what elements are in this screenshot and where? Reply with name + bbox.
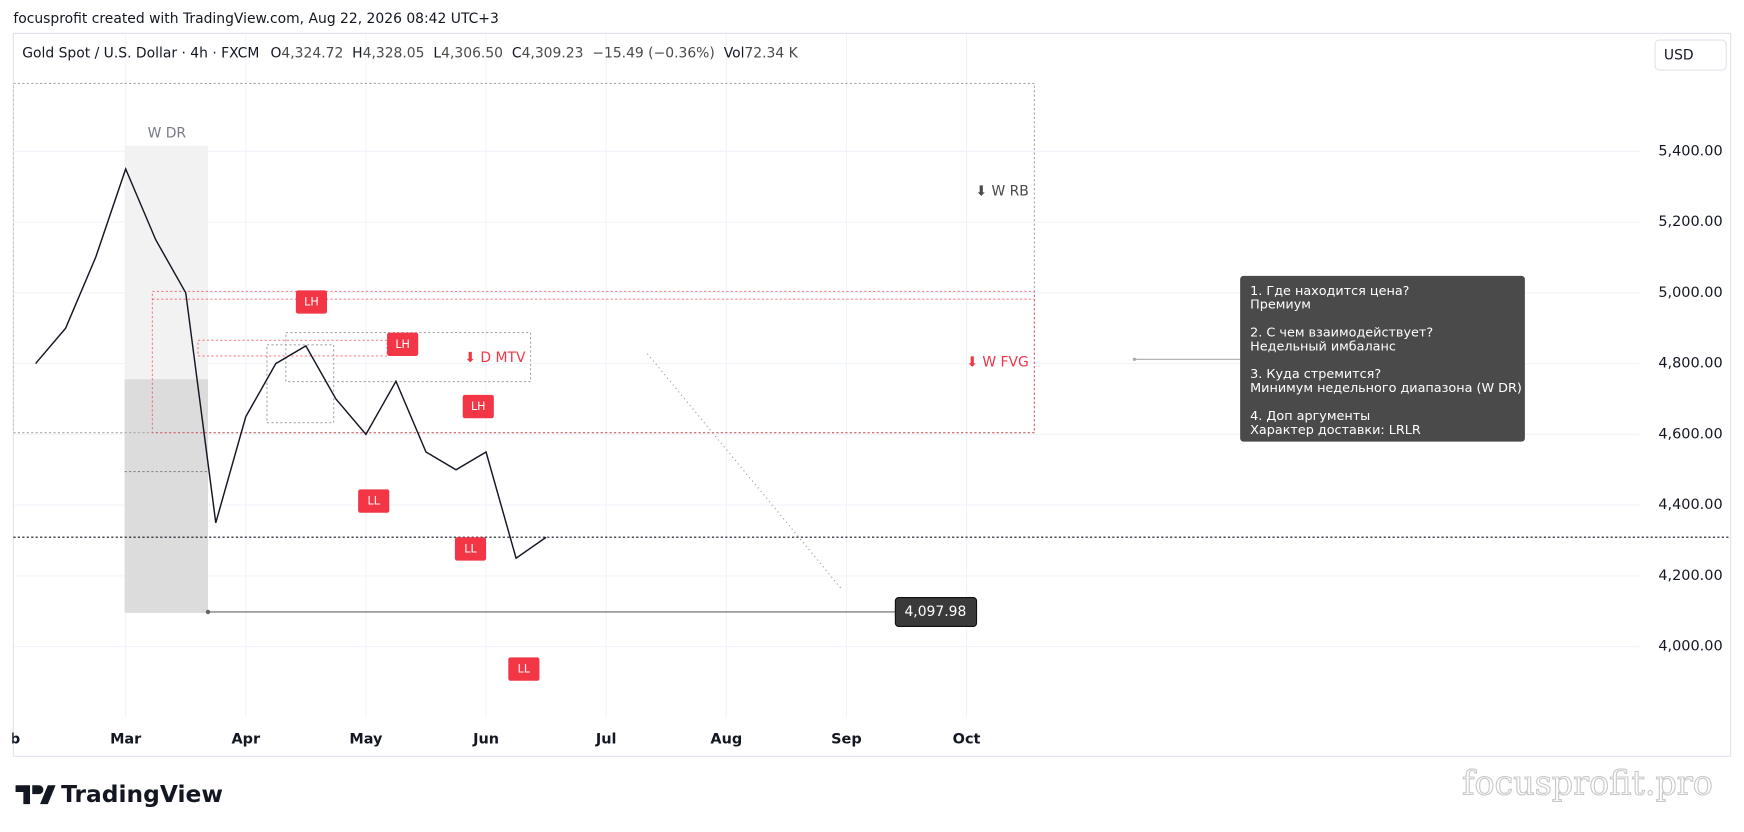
- x-tick-label: Mar: [110, 732, 142, 748]
- x-tick-label: Jun: [472, 732, 499, 748]
- y-tick-label: 5,400.00: [1658, 143, 1722, 159]
- ll-tag: LL: [464, 542, 477, 555]
- level-anchor: [205, 609, 211, 615]
- logo-text: TradingView: [61, 780, 223, 808]
- w-fvg-zone: [151, 290, 1035, 434]
- x-tick-label: Jul: [595, 732, 617, 748]
- legend: Gold Spot / U.S. Dollar · 4h · FXCM O4,32…: [22, 45, 798, 61]
- currency: USD: [1664, 48, 1694, 64]
- x-tick-label: Apr: [231, 732, 261, 748]
- ll-tag: LL: [368, 495, 381, 508]
- y-tick-label: 4,400.00: [1658, 497, 1722, 513]
- y-tick-label: 5,000.00: [1658, 285, 1722, 301]
- ll-tag: LL: [518, 663, 531, 676]
- tooltip-question: 2. С чем взаимодействует?: [1250, 325, 1433, 340]
- d-mtv-label: ⬇ D MTV: [464, 350, 526, 366]
- ohlc-label: C: [512, 45, 522, 61]
- tooltip-box: [1240, 275, 1525, 442]
- tooltip-answer: Характер доставки: LRLR: [1250, 423, 1421, 438]
- y-tick-label: 4,800.00: [1658, 356, 1722, 372]
- price-line: [35, 166, 547, 560]
- ohlc-value: 4,306.50: [441, 45, 503, 61]
- lh-tag: LH: [471, 400, 486, 413]
- ohlc-label: O: [270, 45, 281, 61]
- w-dr-lower-zone: [124, 379, 208, 613]
- overlay: 4,000.00 4,200.00 4,400.00 4,600.00 4,800.00…: [0, 45, 1731, 808]
- header-title: focusprofit created with TradingView.com…: [13, 11, 498, 27]
- y-tick-label: 4,600.00: [1658, 426, 1722, 442]
- tooltip-anchor: [1132, 357, 1137, 361]
- lh-tag-box: [387, 332, 419, 356]
- w-rb-label: ⬇ W RB: [975, 183, 1028, 199]
- x-tick-label: May: [349, 732, 383, 748]
- ll-tag-box: [358, 489, 390, 513]
- x-tick-label: Oct: [953, 732, 981, 748]
- volume-value: 72.34 K: [744, 45, 798, 61]
- lh-tag: LH: [395, 338, 410, 351]
- level-label-box: [894, 596, 978, 627]
- symbol: Gold Spot / U.S. Dollar · 4h · FXCM: [22, 45, 259, 61]
- watermark: focusprofit.pro: [1462, 763, 1713, 802]
- tooltip-answer: Минимум недельного диапазона (W DR): [1250, 381, 1522, 396]
- ohlc-value: 4,324.72: [281, 45, 343, 61]
- y-tick-label: 4,000.00: [1658, 639, 1722, 655]
- x-tick-label: Aug: [710, 732, 742, 748]
- ohlc-value: 4,309.23: [522, 45, 584, 61]
- left-mask: [0, 728, 13, 751]
- w-fvg-label: ⬇ W FVG: [966, 355, 1028, 371]
- tooltip-question: 4. Доп аргументы: [1250, 409, 1370, 424]
- plot: [13, 34, 1640, 718]
- lh-tag: LH: [304, 296, 319, 309]
- ohlc-value: 4,328.05: [363, 45, 425, 61]
- w-dr-label: W DR: [148, 125, 187, 141]
- small-zone: [266, 344, 335, 424]
- currency-button[interactable]: [1654, 39, 1727, 71]
- tooltip-question: 1. Где находится цена?: [1250, 284, 1409, 299]
- change: −15.49 (−0.36%): [592, 45, 714, 61]
- tooltip-answer: Премиум: [1250, 298, 1311, 313]
- logo-icon: [15, 785, 56, 805]
- x-tick-label: Sep: [831, 732, 862, 748]
- y-tick-label: 4,200.00: [1658, 568, 1722, 584]
- level-label: 4,097.98: [904, 604, 966, 620]
- lh-tag-box: [295, 290, 327, 314]
- volume-label: Vol: [724, 45, 745, 61]
- ll-tag-box: [454, 537, 487, 561]
- ll-tag-box: [508, 657, 540, 681]
- tooltip-answer: Недельный имбаланс: [1250, 339, 1396, 354]
- lh-tag-box: [462, 394, 494, 419]
- y-tick-label: 5,200.00: [1658, 214, 1722, 230]
- ohlc-label: L: [433, 45, 441, 61]
- tooltip-question: 3. Куда стремится?: [1250, 367, 1381, 382]
- ohlc-label: H: [352, 45, 362, 61]
